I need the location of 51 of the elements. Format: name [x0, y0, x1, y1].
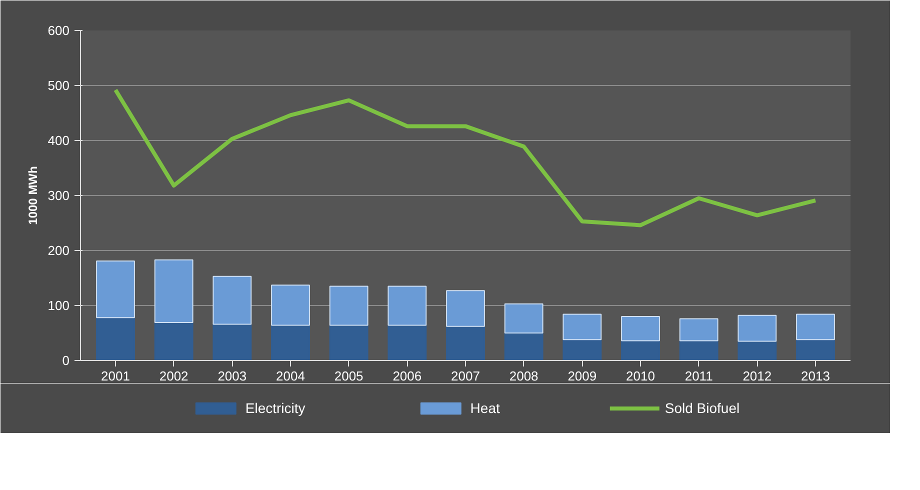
y-axis-title: 1000 MWh [26, 166, 40, 225]
x-tick-label: 2004 [276, 368, 305, 384]
bar [154, 259, 194, 324]
x-tick-label: 2007 [451, 368, 480, 384]
bar [388, 286, 427, 326]
bar [504, 332, 544, 360]
legend-label: Electricity [245, 400, 306, 416]
line-series [114, 88, 818, 228]
bar [329, 324, 368, 360]
bar [621, 340, 660, 360]
bar [504, 303, 544, 334]
bar [621, 316, 660, 342]
x-tick-label: 2002 [159, 368, 188, 384]
y-tick-label: 600 [48, 23, 70, 38]
bar [446, 326, 485, 360]
legend-label: Heat [470, 400, 500, 416]
y-tick-label: 300 [48, 188, 70, 203]
bar [388, 324, 427, 360]
bar [738, 314, 777, 342]
x-tick-label: 2006 [392, 368, 422, 384]
bar [271, 324, 310, 360]
x-tick-label: 2005 [334, 368, 364, 384]
x-tick-label: 2001 [101, 368, 130, 384]
bar [96, 260, 135, 318]
x-tick-label: 2012 [742, 368, 772, 384]
y-tick-label: 500 [48, 78, 70, 93]
x-tick-label: 2010 [626, 368, 655, 384]
bar [562, 339, 602, 360]
legend-label: Sold Biofuel [664, 400, 740, 416]
bar [329, 286, 368, 326]
bar [212, 324, 252, 360]
x-tick-label: 2011 [684, 368, 713, 384]
y-tick-label: 0 [62, 353, 70, 368]
bar [679, 318, 718, 342]
bar [796, 314, 835, 340]
bar [154, 322, 194, 360]
bar [738, 340, 777, 360]
y-tick-label: 200 [48, 243, 70, 258]
bar [679, 340, 718, 360]
bar [446, 290, 485, 327]
x-tick-label: 2008 [509, 368, 538, 384]
bar [96, 317, 135, 360]
y-tick-label: 100 [48, 298, 70, 313]
x-tick-label: 2009 [568, 368, 597, 384]
bar [271, 284, 310, 326]
bar [212, 276, 252, 325]
bar [796, 339, 835, 360]
x-tick-label: 2003 [218, 368, 247, 384]
y-tick-label: 400 [48, 133, 70, 148]
bar [562, 314, 602, 340]
x-tick-label: 2013 [801, 368, 830, 384]
